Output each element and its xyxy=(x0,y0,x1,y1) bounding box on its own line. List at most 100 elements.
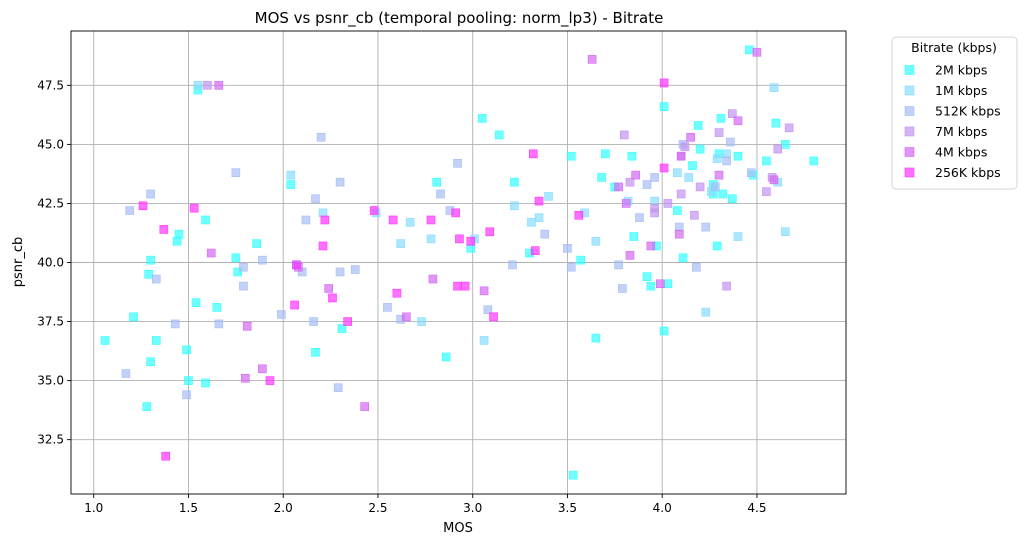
data-point xyxy=(710,182,720,192)
data-point xyxy=(566,151,576,161)
legend-label: 1M kbps xyxy=(935,83,987,98)
legend-label: 4M kbps xyxy=(935,145,987,160)
data-point xyxy=(479,286,489,296)
data-point xyxy=(618,284,627,293)
legend-title: Bitrate (kbps) xyxy=(911,40,997,55)
data-point xyxy=(121,369,131,378)
data-point xyxy=(663,279,673,289)
data-point xyxy=(568,470,578,480)
data-point xyxy=(161,451,171,461)
data-point xyxy=(479,336,489,345)
data-point xyxy=(388,215,398,225)
data-point xyxy=(206,248,216,258)
data-point xyxy=(656,279,665,289)
data-point xyxy=(242,321,252,331)
data-point xyxy=(201,215,210,225)
data-point xyxy=(239,281,248,291)
data-point xyxy=(214,319,224,329)
data-point xyxy=(631,170,640,180)
data-point xyxy=(621,199,631,208)
data-point xyxy=(258,255,267,265)
data-point xyxy=(460,281,470,291)
data-point xyxy=(563,244,572,253)
data-point xyxy=(601,149,610,159)
data-point xyxy=(301,215,311,225)
data-point xyxy=(650,173,659,182)
data-point xyxy=(659,78,669,88)
data-point xyxy=(455,234,464,244)
data-point xyxy=(451,208,460,218)
data-points xyxy=(100,45,819,480)
data-point xyxy=(684,173,694,182)
data-point xyxy=(614,260,623,270)
data-point xyxy=(650,203,659,213)
data-point xyxy=(182,345,191,355)
data-point xyxy=(125,206,135,215)
data-point xyxy=(693,121,703,130)
x-tick-label: 2.5 xyxy=(368,501,387,515)
data-point xyxy=(203,81,212,90)
legend-marker xyxy=(904,167,915,178)
data-point xyxy=(642,180,652,189)
data-point xyxy=(701,222,711,232)
data-point xyxy=(591,236,601,246)
data-point xyxy=(762,156,771,166)
data-point xyxy=(771,118,781,128)
y-axis-ticks: 32.5 35.0 37.5 40.0 42.5 45.0 47.5 xyxy=(37,78,71,447)
x-tick-label: 4.5 xyxy=(747,501,766,515)
data-point xyxy=(392,288,402,298)
data-point xyxy=(781,140,790,149)
data-point xyxy=(587,55,597,64)
data-point xyxy=(510,177,519,187)
data-point xyxy=(781,227,790,237)
data-point xyxy=(360,402,370,411)
data-point xyxy=(714,170,724,180)
data-point xyxy=(494,130,504,140)
y-axis-label: psnr_cb xyxy=(11,237,26,288)
grid xyxy=(71,31,846,494)
chart-title: MOS vs psnr_cb (temporal pooling: norm_l… xyxy=(255,9,664,28)
legend-label: 512K kbps xyxy=(935,104,1001,119)
data-point xyxy=(328,293,337,303)
data-point xyxy=(676,151,686,161)
data-point xyxy=(659,102,669,111)
data-point xyxy=(722,281,731,291)
data-point xyxy=(695,144,705,154)
data-point xyxy=(441,352,451,362)
data-point xyxy=(688,161,697,170)
data-point xyxy=(692,262,701,272)
data-point xyxy=(432,177,442,187)
data-point xyxy=(722,156,731,166)
legend-marker xyxy=(904,147,915,157)
legend-label: 256K kbps xyxy=(935,165,1001,180)
data-point xyxy=(635,213,644,222)
data-point xyxy=(574,210,584,220)
data-point xyxy=(745,45,754,55)
data-point xyxy=(142,402,152,411)
data-point xyxy=(170,319,180,329)
data-point xyxy=(695,182,705,192)
series-2 xyxy=(121,133,756,400)
series-4 xyxy=(206,47,779,411)
legend-marker xyxy=(904,85,915,96)
data-point xyxy=(769,175,779,185)
data-point xyxy=(316,133,326,142)
data-point xyxy=(680,142,690,152)
data-point xyxy=(483,305,493,315)
data-point xyxy=(678,253,688,263)
data-point xyxy=(233,267,243,277)
data-point xyxy=(383,303,392,312)
data-point xyxy=(627,151,637,161)
data-point xyxy=(100,336,110,345)
data-point xyxy=(629,232,639,241)
data-point xyxy=(189,203,199,213)
data-point xyxy=(676,189,686,199)
data-point xyxy=(144,270,153,279)
data-point xyxy=(252,239,261,248)
data-point xyxy=(151,274,161,284)
series-0 xyxy=(100,45,819,480)
data-point xyxy=(746,168,756,178)
data-point xyxy=(182,390,191,400)
data-point xyxy=(733,116,743,126)
